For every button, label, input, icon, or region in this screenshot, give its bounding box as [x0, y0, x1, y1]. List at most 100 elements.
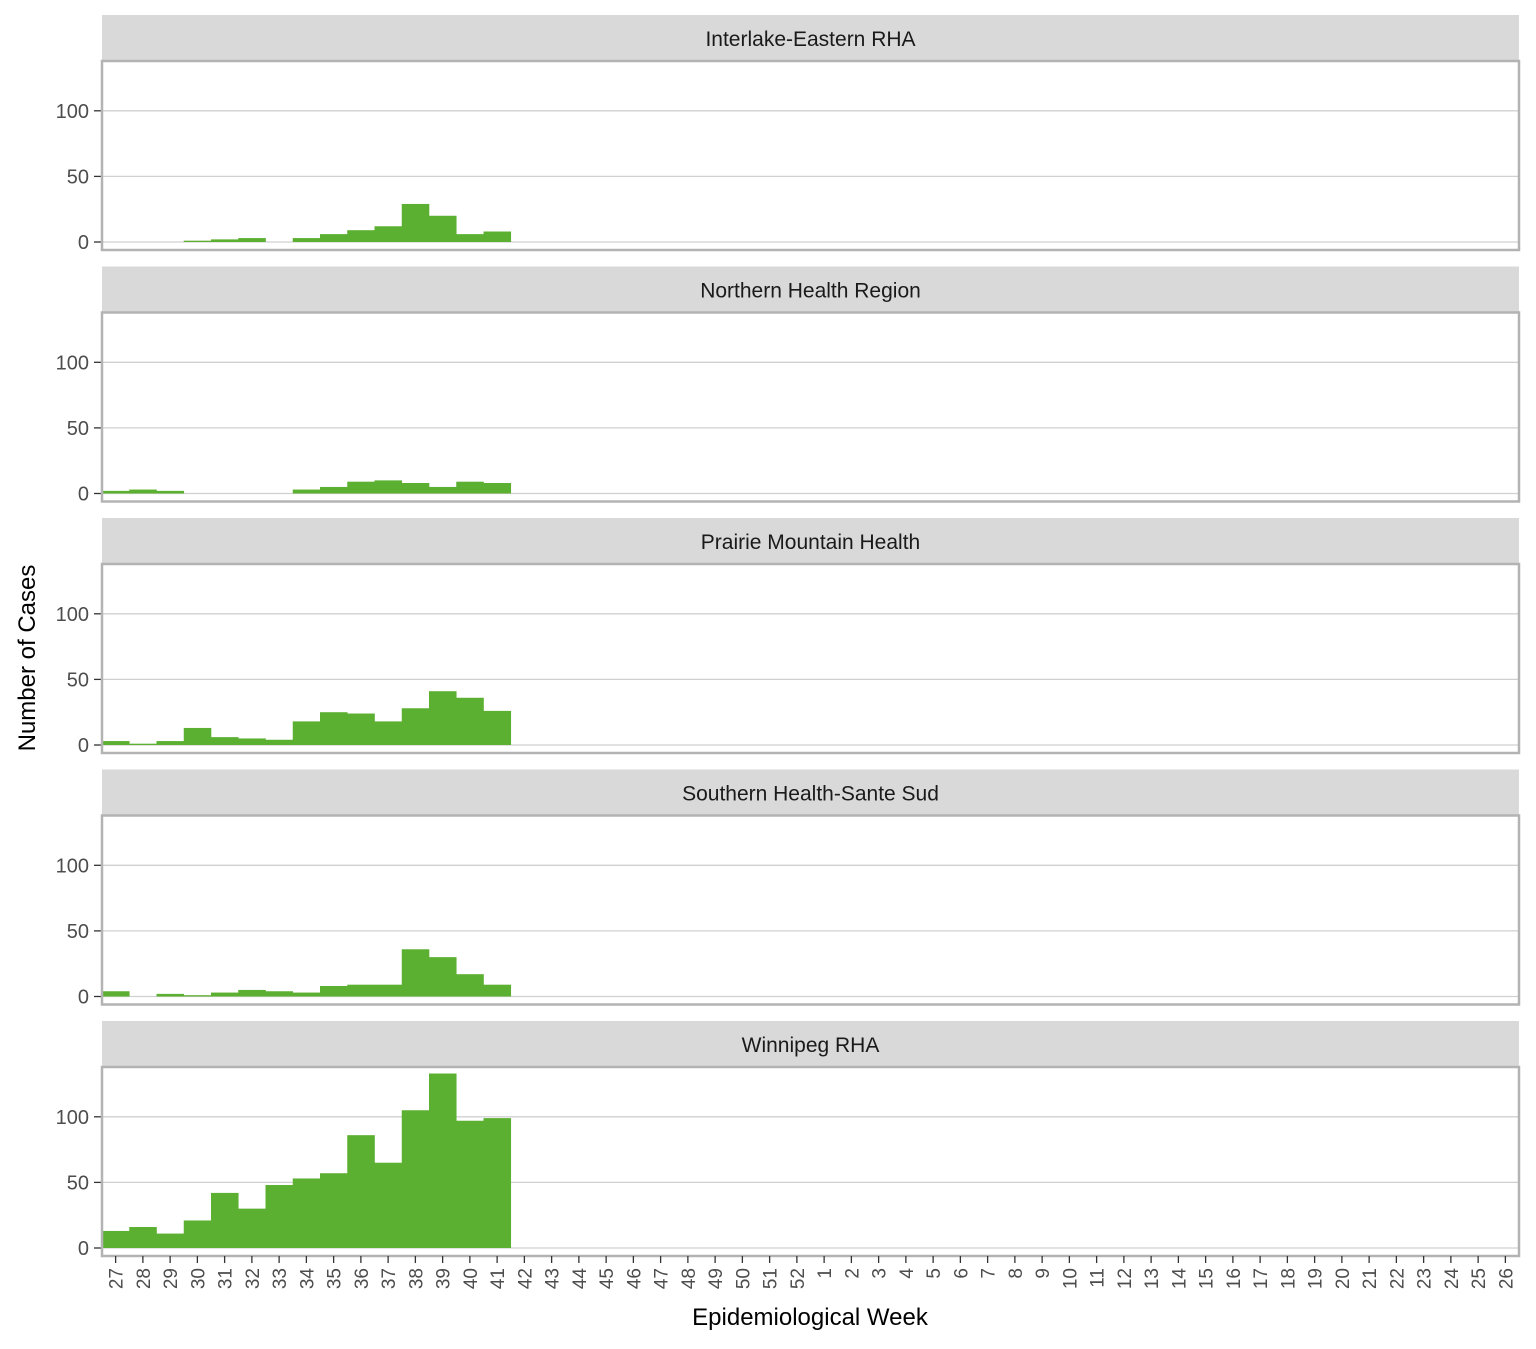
bar [211, 992, 239, 997]
bar [238, 1208, 266, 1248]
y-tick-label: 100 [56, 604, 89, 626]
bar [183, 995, 212, 997]
y-tick-label: 0 [78, 232, 89, 254]
bar [265, 739, 294, 745]
x-tick-label: 2 [842, 1268, 863, 1279]
bar [156, 1233, 185, 1248]
x-tick-label: 40 [461, 1268, 482, 1289]
facet-strip [102, 518, 1519, 563]
bar [292, 489, 321, 494]
x-tick-label: 34 [297, 1268, 318, 1290]
y-tick-label: 0 [78, 987, 89, 1009]
bar [374, 984, 403, 997]
x-tick-label: 29 [161, 1268, 182, 1289]
bar [211, 1192, 239, 1248]
facet-strip-label: Northern Health Region [700, 280, 921, 303]
x-tick-label: 24 [1442, 1268, 1463, 1290]
x-tick-label: 43 [543, 1268, 564, 1289]
bar [129, 1227, 157, 1248]
bar [129, 743, 157, 745]
x-tick-label: 50 [733, 1268, 754, 1289]
x-tick-label: 6 [951, 1268, 972, 1279]
x-tick-label: 3 [870, 1268, 891, 1279]
panel-border [100, 59, 1521, 252]
bar [483, 483, 512, 494]
bar [129, 489, 157, 494]
y-tick-label: 100 [56, 352, 89, 374]
facet-strip-label: Prairie Mountain Health [701, 531, 920, 554]
x-tick-label: 1 [815, 1268, 836, 1279]
x-tick-label: 19 [1306, 1268, 1327, 1289]
bar [238, 738, 266, 745]
bar [374, 480, 403, 494]
y-tick-label: 0 [78, 484, 89, 506]
bar [456, 481, 484, 494]
facet-panel: Prairie Mountain Health 0 50 100 [56, 518, 1521, 757]
x-tick-label: 42 [515, 1268, 536, 1289]
bar [320, 1173, 348, 1248]
bar [320, 234, 348, 242]
facet-strip [102, 15, 1519, 60]
y-tick-label: 50 [67, 669, 89, 691]
x-tick-label: 31 [216, 1268, 237, 1289]
y-tick-label: 100 [56, 1107, 89, 1129]
bar [429, 691, 457, 745]
y-tick-label: 0 [78, 735, 89, 757]
x-tick-label: 38 [406, 1268, 427, 1289]
bar [320, 712, 348, 745]
y-axis-title: Number of Cases [14, 565, 41, 752]
bar [183, 1220, 212, 1248]
bar [456, 1120, 484, 1248]
y-tick-label: 50 [67, 921, 89, 943]
x-axis-title: Epidemiological Week [692, 1304, 929, 1331]
x-tick-label: 8 [1006, 1268, 1027, 1279]
bar [102, 490, 130, 494]
facet-panel: Southern Health-Sante Sud 0 50 100 [56, 769, 1521, 1009]
x-tick-label: 23 [1415, 1268, 1436, 1289]
bar [183, 240, 212, 242]
bar [401, 483, 430, 494]
bar [401, 708, 430, 745]
bar [156, 741, 185, 745]
facet-panel: Interlake-Eastern RHA 0 50 100 [56, 15, 1521, 254]
x-tick-label: 26 [1496, 1268, 1517, 1289]
bar [156, 993, 185, 997]
bar [347, 481, 375, 494]
facet-strip [102, 266, 1519, 312]
x-tick-label: 32 [243, 1268, 264, 1289]
bar [183, 727, 212, 745]
facet-strip-label: Southern Health-Sante Sud [682, 783, 939, 806]
facet-strip [102, 1021, 1519, 1066]
x-tick-label: 4 [897, 1268, 918, 1279]
bar [265, 991, 294, 997]
x-tick-label: 35 [325, 1268, 346, 1289]
x-tick-label: 52 [788, 1268, 809, 1289]
bar [483, 1118, 512, 1248]
bar [347, 713, 375, 745]
panel-border [100, 562, 1521, 755]
bar [102, 741, 130, 745]
facet-panel: Winnipeg RHA 0 50 100 [56, 1021, 1521, 1260]
facet-panel: Northern Health Region 0 50 100 [56, 266, 1521, 506]
bar [211, 239, 239, 242]
facet-strip-label: Winnipeg RHA [742, 1034, 880, 1057]
bar [483, 710, 512, 745]
bar [401, 949, 430, 997]
bar [102, 1230, 130, 1248]
x-tick-label: 33 [270, 1268, 291, 1289]
x-tick-label: 5 [924, 1268, 945, 1279]
bar [320, 986, 348, 997]
x-tick-label: 11 [1088, 1268, 1109, 1288]
bar [102, 991, 130, 997]
panel-border [100, 1065, 1521, 1258]
bar [292, 1178, 321, 1248]
bar [347, 1135, 375, 1248]
panel-border [100, 311, 1521, 503]
bar [292, 721, 321, 745]
bar [265, 1185, 294, 1248]
bar [401, 1110, 430, 1248]
x-tick-label: 17 [1251, 1268, 1272, 1289]
x-tick-label: 7 [979, 1268, 1000, 1279]
x-tick-label: 12 [1115, 1268, 1136, 1289]
